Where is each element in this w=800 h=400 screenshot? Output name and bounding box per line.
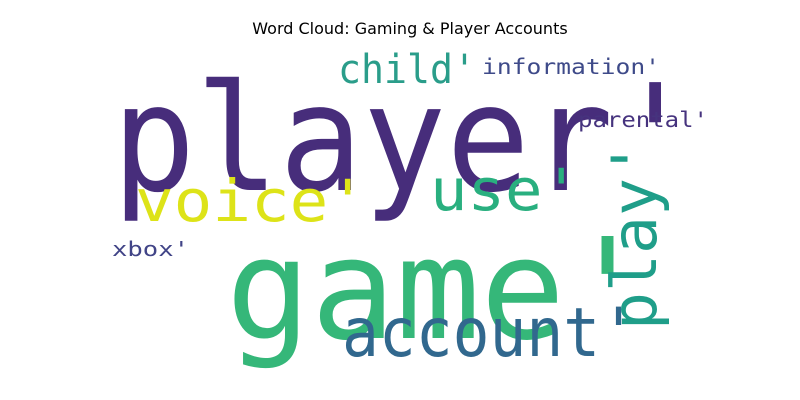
word-information: information' [482, 55, 660, 79]
word-child: child' [338, 47, 476, 93]
word-xbox: xbox' [112, 237, 189, 261]
word-player: player' [112, 53, 697, 225]
word-parental: parental' [578, 108, 708, 132]
word-voice: voice' [135, 167, 367, 235]
word-play: play' [598, 140, 671, 330]
word-account: account' [342, 294, 637, 373]
word-game: game' [226, 209, 650, 372]
word-use: use' [430, 156, 580, 224]
chart-title: Word Cloud: Gaming & Player Accounts [252, 19, 568, 38]
